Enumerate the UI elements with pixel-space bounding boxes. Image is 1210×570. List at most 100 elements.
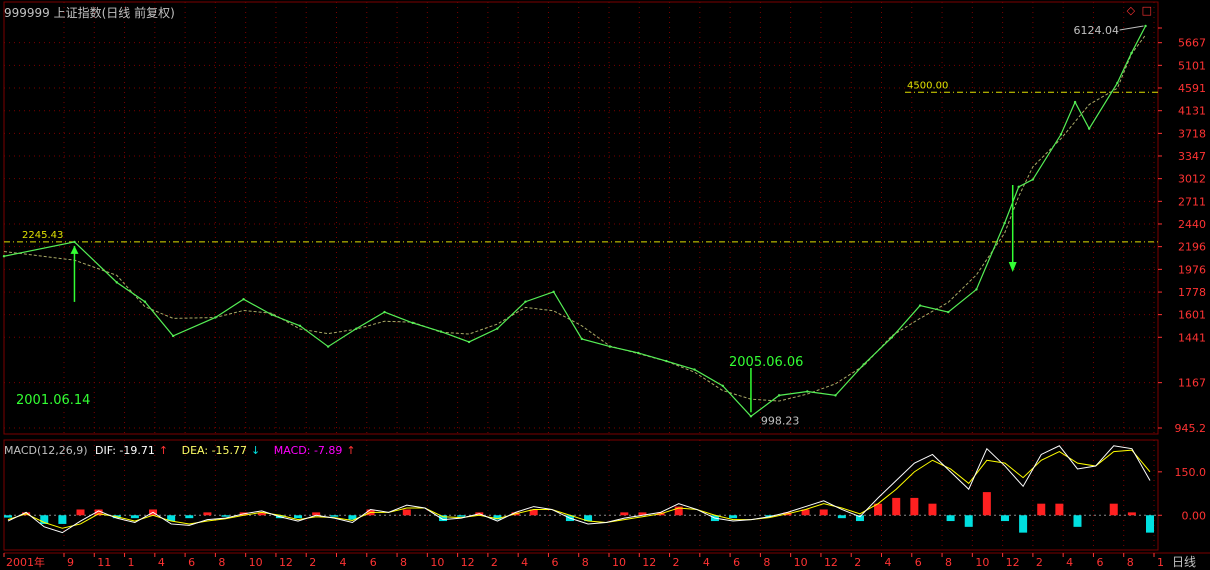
y-tick-label: 1976 [1178, 263, 1206, 276]
x-tick-label: 10 [612, 556, 626, 569]
macd-bar [1037, 503, 1046, 516]
macd-bar [58, 515, 67, 524]
y-tick-label: 2440 [1178, 218, 1206, 231]
macd-bar [130, 515, 139, 519]
y-tick-label: 3012 [1178, 173, 1206, 186]
y-tick-label: 5667 [1178, 37, 1206, 50]
y-tick-label: 3718 [1178, 127, 1206, 140]
price-point [1059, 133, 1063, 136]
moving-average-line [3, 34, 1146, 402]
x-tick-label: 1 [128, 556, 135, 569]
macd-layer: 150.0 0.00 [4, 445, 1207, 534]
grid-layer [3, 1, 1210, 554]
axes-layer: 5667510145914131371833473012271124402196… [3, 27, 1206, 569]
price-point [242, 298, 245, 301]
x-tick-label: 2 [1036, 556, 1043, 569]
price-point [270, 313, 273, 316]
price-point [1003, 221, 1006, 225]
macd-bar [1019, 515, 1028, 533]
reference-line-label: 2245.43 [22, 230, 63, 241]
macd-bar [855, 515, 864, 522]
x-tick-label: 10 [975, 556, 989, 569]
macd-bar [294, 515, 303, 519]
macd-bar [348, 515, 357, 520]
price-point [806, 390, 809, 393]
x-tick-label: 12 [1006, 556, 1020, 569]
y-tick-label: 2711 [1178, 195, 1206, 208]
maximize-icon[interactable]: □ [1141, 4, 1152, 17]
macd-bar [1146, 515, 1154, 533]
macd-panel-frame [3, 439, 1159, 551]
annotation-high-pointer [1119, 25, 1144, 31]
annotation-arrowhead [1008, 262, 1017, 272]
dif-value: DIF: -19.71 [95, 444, 155, 457]
x-tick-label: 2001年 [6, 555, 45, 569]
reference-lines-layer: 2245.43 4500.00 [4, 80, 1158, 243]
macd-bar [765, 515, 774, 517]
macd-bar [638, 512, 647, 516]
x-tick-label: 8 [1127, 556, 1134, 569]
price-point [693, 368, 696, 371]
price-point [834, 394, 837, 397]
macd-bar [1127, 512, 1136, 516]
x-tick-label: 8 [763, 556, 770, 569]
macd-bar [330, 515, 339, 517]
macd-bar [529, 509, 538, 516]
restore-icon[interactable]: ◇ [1126, 4, 1136, 17]
macd-bar [4, 515, 12, 518]
price-point [1130, 51, 1133, 55]
macd-y-tick-label: 0.00 [1182, 509, 1207, 522]
macd-bar [874, 503, 883, 516]
x-tick-label: 6 [551, 556, 558, 569]
macd-bar [1000, 515, 1009, 522]
macd-bar [982, 492, 991, 516]
macd-bar [257, 512, 266, 516]
price-point [411, 321, 414, 325]
dif-line [7, 445, 1151, 534]
macd-y-tick-label: 150.0 [1175, 466, 1207, 479]
macd-value: MACD: -7.89 [273, 444, 343, 457]
x-tick-label: 12 [461, 556, 475, 569]
x-tick-label: 8 [945, 556, 952, 569]
macd-bar [946, 515, 955, 522]
price-panel-frame [3, 1, 1159, 435]
price-point [1073, 100, 1077, 104]
macd-bar [439, 515, 448, 522]
macd-bar [457, 515, 466, 517]
x-tick-label: 4 [1066, 556, 1073, 569]
x-tick-label: 2 [309, 556, 316, 569]
macd-bar [910, 497, 919, 516]
x-tick-label: 6 [733, 556, 740, 569]
x-tick-label: 9 [67, 556, 74, 569]
price-point [777, 394, 781, 397]
x-tick-label: 4 [340, 556, 347, 569]
annotations-layer: 2001.06.14 2005.06.06 998.23 6124.04 [16, 24, 1144, 427]
macd-bar [312, 512, 321, 516]
x-tick-label: 10 [249, 556, 263, 569]
price-point [1116, 81, 1119, 85]
y-tick-label: 4131 [1178, 105, 1206, 118]
price-point [975, 288, 978, 291]
price-point [214, 316, 217, 319]
macd-bar [892, 497, 901, 516]
y-tick-label: 4591 [1178, 82, 1206, 95]
price-layer [2, 24, 1147, 418]
annotation-high-value: 6124.04 [1074, 24, 1120, 37]
x-tick-label: 12 [642, 556, 656, 569]
macd-bar [837, 515, 846, 519]
price-point [749, 415, 753, 418]
x-tick-label: 1 [1157, 556, 1164, 569]
price-point [890, 336, 894, 339]
x-tick-label: 11 [97, 556, 111, 569]
y-tick-label: 1601 [1178, 309, 1206, 322]
macd-bar [674, 506, 683, 516]
price-point [524, 300, 527, 303]
price-point [918, 304, 922, 307]
reference-line-label: 4500.00 [907, 80, 948, 91]
price-point [636, 351, 640, 355]
macd-bar [94, 509, 103, 516]
dea-line [7, 449, 1151, 529]
chart-title: 999999 上证指数(日线 前复权) [4, 6, 175, 20]
